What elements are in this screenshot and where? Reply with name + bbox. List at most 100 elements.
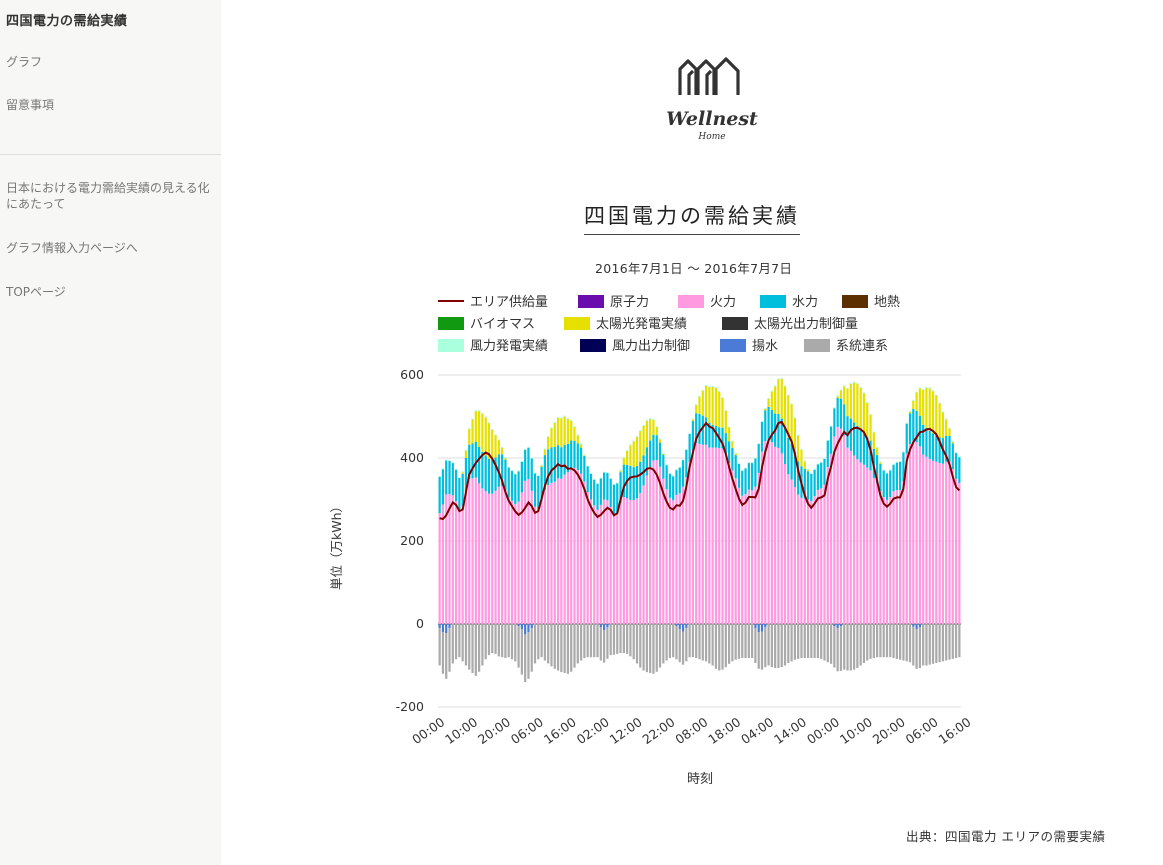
legend-item-geothermal[interactable]: 地熱 [842,294,900,312]
bar-solar [501,447,504,455]
bar-interconnect [846,624,849,671]
legend-swatch [578,295,604,308]
bar-hydro [876,455,879,484]
sidebar-link-about[interactable]: 日本における電力需給実績の見える化にあたって [6,181,210,211]
bar-pumped [681,624,685,632]
bar-thermal [718,448,721,624]
bar-interconnect [902,624,905,661]
bar-thermal [879,491,882,624]
legend-item-solar_curtail[interactable]: 太陽光出力制御量 [722,316,858,334]
bar-hydro [754,458,757,487]
bar-interconnect [915,628,918,669]
bar-thermal [938,462,941,624]
bar-hydro [721,427,724,449]
bar-wind [481,412,484,414]
bar-interconnect [599,627,602,661]
legend-label: 地熱 [874,295,901,310]
bar-wind [935,394,938,396]
chart-bars [438,377,961,683]
bar-interconnect [510,624,514,660]
bar-hydro [609,478,612,507]
bar-hydro [905,423,908,454]
sidebar-link-input-page[interactable]: グラフ情報入力ページへ [6,241,138,255]
bar-pumped [833,624,836,627]
x-axis-label: 時刻 [687,772,713,787]
bar-thermal [941,463,945,624]
bar-wind [810,472,813,474]
sidebar-link-notes[interactable]: 留意事項 [6,98,55,112]
bar-hydro [731,448,734,471]
legend-label: 水力 [792,295,819,310]
bar-solar [945,419,948,437]
bar-interconnect [721,624,724,670]
bar-hydro [451,462,454,496]
bar-wind [570,419,573,421]
bar-wind [721,396,724,398]
bar-thermal [441,504,445,624]
bar-hydro [560,447,563,479]
bar-interconnect [596,624,599,658]
legend-item-thermal[interactable]: 火力 [678,294,736,312]
bar-hydro [583,455,586,482]
bar-thermal [491,493,494,624]
bar-wind [806,468,810,470]
bar-interconnect [698,624,701,660]
bar-hydro [691,421,695,451]
bar-hydro [803,468,806,499]
bar-solar [843,386,846,405]
bar-thermal [553,481,556,624]
bar-hydro [885,473,889,500]
bar-wind [527,446,530,448]
bar-solar [464,450,468,458]
wellnest-logo[interactable]: Wellnest Home [662,55,762,150]
bar-thermal [537,509,540,624]
bar-interconnect [714,624,718,669]
bar-thermal [882,497,885,624]
legend-item-interconnect[interactable]: 系統連系 [804,338,888,356]
bar-wind [938,402,941,404]
bar-pumped [754,624,757,629]
bar-solar [908,411,912,414]
sidebar-link-top[interactable]: TOPページ [6,285,66,299]
bar-interconnect [826,624,829,663]
bar-interconnect [461,624,464,662]
bar-hydro [530,458,533,491]
legend-item-pumped[interactable]: 揚水 [720,338,778,356]
bar-interconnect [869,624,872,659]
bar-pumped [836,624,839,629]
legend-swatch [760,295,786,308]
bar-thermal [724,453,727,624]
bar-hydro [879,463,882,492]
bar-thermal [533,506,537,624]
bar-hydro [685,449,688,478]
legend-item-wind_curtail[interactable]: 風力出力制御 [580,338,690,356]
bar-pumped [760,624,764,632]
bar-interconnect [678,628,681,663]
legend-item-wind[interactable]: 風力発電実績 [438,338,548,356]
bar-solar [780,378,783,419]
bar-thermal [754,486,757,624]
bar-wind [675,469,678,471]
legend-item-area_supply[interactable]: エリア供給量 [438,294,548,312]
bar-interconnect [800,624,803,659]
bar-solar [718,391,721,428]
bar-wind [602,471,606,473]
bar-wind [441,468,445,470]
legend-item-solar[interactable]: 太陽光発電実績 [564,316,687,334]
sidebar-link-graph[interactable]: グラフ [6,55,43,69]
legend-swatch [842,295,868,308]
bar-wind [550,427,553,429]
bar-wind [507,466,510,468]
legend-item-biomass[interactable]: バイオマス [438,316,535,334]
bar-solar [790,404,793,444]
bar-pumped [524,624,527,635]
bar-hydro [477,446,481,484]
bar-solar [491,429,494,460]
legend-item-nuclear[interactable]: 原子力 [578,294,649,312]
bar-wind [649,418,652,420]
legend-item-hydro[interactable]: 水力 [760,294,818,312]
bar-thermal [790,479,793,624]
bar-thermal [951,469,954,624]
bar-interconnect [734,624,737,660]
bar-wind [698,395,701,397]
